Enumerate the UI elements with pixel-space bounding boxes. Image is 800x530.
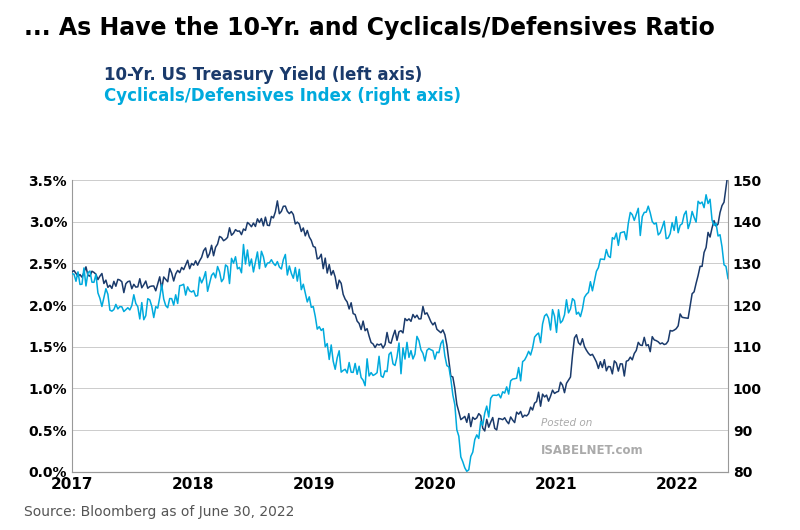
Text: ISABELNET.com: ISABELNET.com [541, 444, 644, 457]
Text: Posted on: Posted on [541, 418, 593, 428]
Text: 10-Yr. US Treasury Yield (left axis): 10-Yr. US Treasury Yield (left axis) [104, 66, 422, 84]
Text: ... As Have the 10-Yr. and Cyclicals/Defensives Ratio: ... As Have the 10-Yr. and Cyclicals/Def… [24, 16, 715, 40]
Text: Source: Bloomberg as of June 30, 2022: Source: Bloomberg as of June 30, 2022 [24, 506, 294, 519]
Text: Cyclicals/Defensives Index (right axis): Cyclicals/Defensives Index (right axis) [104, 87, 461, 105]
